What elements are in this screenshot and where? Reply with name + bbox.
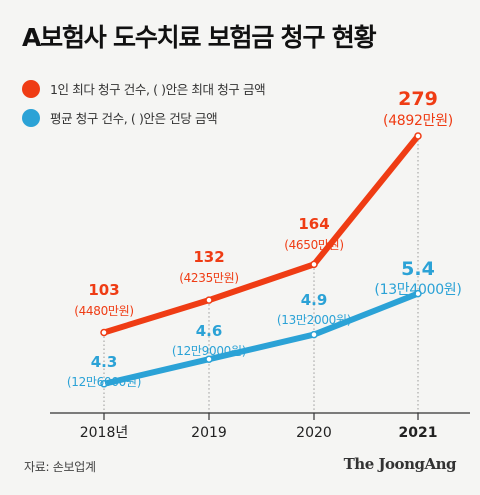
legend-item-avg-claims: 평균 청구 건수, ( )안은 건당 금액 (22, 108, 218, 127)
data-label-value: 4.9 (301, 291, 328, 309)
data-label-amount: (4235만원) (179, 271, 239, 285)
legend-label-avg-claims: 평균 청구 건수, ( )안은 건당 금액 (50, 111, 218, 126)
x-tick-label: 2018년 (80, 425, 129, 441)
data-label-amount: (12만6000원) (67, 375, 141, 389)
legend-label-max-claims: 1인 최다 청구 건수, ( )안은 최대 청구 금액 (50, 82, 266, 97)
data-point (414, 289, 422, 298)
data-label-value: 164 (298, 215, 329, 233)
data-label-amount: (13만2000원) (277, 313, 351, 327)
chart-title: A보험사 도수치료 보험금 청구 현황 (22, 23, 377, 52)
legend-dot-red (22, 79, 40, 98)
series-line-max-claims (101, 133, 421, 336)
series-line-avg-claims (101, 290, 421, 387)
data-label-value: 4.6 (196, 322, 223, 340)
data-label-amount: (4892만원) (383, 113, 453, 129)
data-point (205, 296, 213, 304)
data-label-amount: (13만4000원) (374, 282, 461, 298)
x-tick-label: 2020 (296, 425, 332, 441)
source-note: 자료: 손보업계 (24, 460, 96, 474)
data-label-value: 5.4 (401, 258, 435, 280)
data-point (310, 330, 318, 339)
data-label-amount: (12만9000원) (172, 344, 246, 358)
data-label-value: 4.3 (91, 353, 118, 371)
data-label-value: 279 (398, 88, 438, 110)
legend-item-max-claims: 1인 최다 청구 건수, ( )안은 최대 청구 금액 (22, 79, 266, 98)
x-tick-label: 2021 (399, 425, 438, 441)
data-point (414, 132, 422, 140)
data-point (310, 260, 318, 269)
data-point (100, 380, 108, 388)
data-point (100, 328, 108, 337)
data-point (205, 355, 213, 363)
x-tick-label: 2019 (191, 425, 227, 441)
data-label-amount: (4650만원) (284, 238, 344, 252)
data-label-value: 103 (88, 281, 119, 299)
legend-dot-blue (22, 108, 40, 127)
brand-logo: The JoongAng (343, 455, 457, 473)
data-label-amount: (4480만원) (74, 304, 134, 318)
data-label-value: 132 (193, 248, 224, 266)
